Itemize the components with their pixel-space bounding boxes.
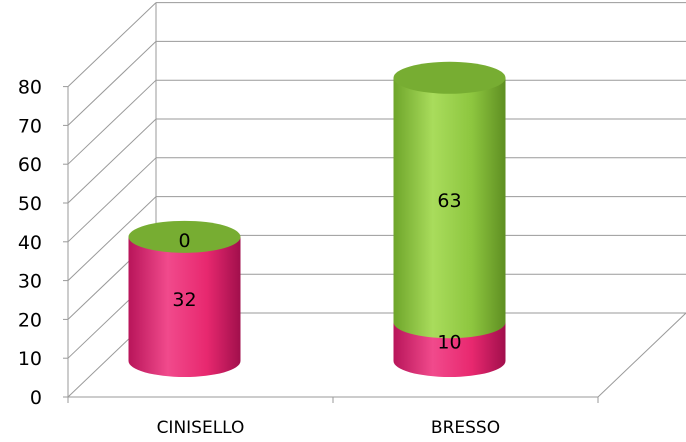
y-tick-label: 0 [30,387,42,409]
bar-0-series-0 [128,236,241,377]
bar-1-top [393,61,506,94]
y-tick-label: 10 [18,348,42,370]
y-tick-label: 60 [18,154,42,176]
x-tick-label: BRESSO [431,418,500,438]
labels-layer: 0 10 20 30 40 50 60 70 80 CINISELLO BRESSO 32 0 10 63 [18,77,500,438]
y-tick-label: 50 [18,193,42,215]
bar-0-top [128,220,241,253]
gridline-depth-60 [67,79,157,165]
data-label: 10 [437,332,461,354]
gridline-depth-40 [67,157,157,243]
x-tick-label: CINISELLO [157,418,245,438]
y-tick-label: 80 [18,77,42,99]
data-label: 32 [172,289,196,311]
gridline-depth-30 [67,196,157,281]
gridline-depth-70 [67,41,157,126]
gridline-depth-80 [67,2,157,87]
data-label: 0 [178,230,190,252]
y-tick-label: 40 [18,232,42,254]
gridline-depth-50 [67,118,157,204]
y-tick-label: 20 [18,309,42,331]
data-label: 63 [437,190,461,212]
y-tick-label: 70 [18,115,42,137]
bar-1-series-1 [393,77,506,339]
bars-layer [128,61,506,377]
floor-edge-right [597,312,686,398]
y-tick-label: 30 [18,271,42,293]
